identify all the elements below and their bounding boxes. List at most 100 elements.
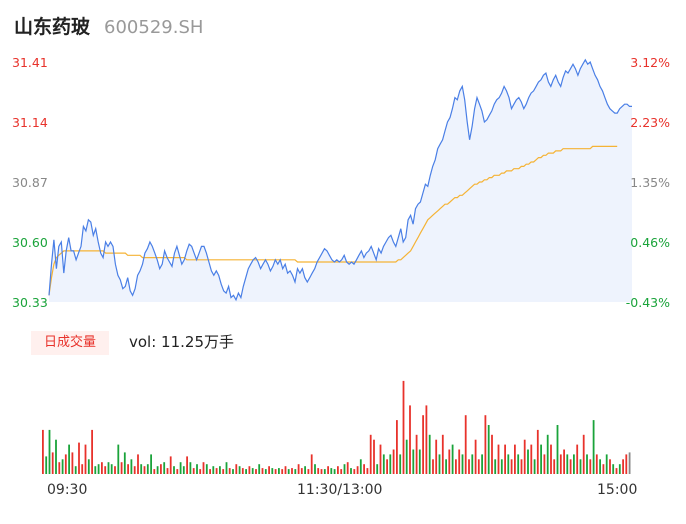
volume-bar (202, 462, 205, 474)
volume-bar (110, 464, 113, 474)
volume-bar (346, 462, 349, 474)
volume-bar (491, 434, 493, 474)
volume-bar (468, 459, 470, 474)
volume-bar (628, 452, 631, 474)
volume-bar (78, 442, 80, 474)
volume-bar (222, 469, 225, 474)
volume-bar (507, 454, 510, 474)
volume-bar (386, 459, 388, 474)
volume-bar (484, 415, 487, 474)
volume-bar (563, 449, 565, 474)
volume-bar (402, 380, 405, 474)
volume-bar (101, 462, 103, 474)
volume-bar (609, 459, 611, 474)
volume-bar (553, 459, 556, 474)
volume-bar (474, 439, 477, 474)
volume-bar (418, 449, 421, 474)
volume-bar (317, 468, 320, 474)
volume-bar (300, 468, 303, 474)
volume-bar (350, 468, 352, 474)
volume-bar (327, 466, 329, 474)
time-label-close: 15:00 (597, 482, 638, 498)
volume-bar (48, 429, 51, 474)
volume-bar (422, 415, 424, 474)
volume-bar (530, 444, 533, 474)
volume-bar (61, 459, 64, 474)
volume-bar (412, 449, 415, 474)
volume-bar (281, 469, 284, 474)
stock-title-row: 山东药玻 600529.SH (14, 12, 203, 40)
volume-bar (612, 464, 615, 474)
volume-bar (199, 469, 202, 474)
volume-bar (618, 464, 621, 474)
volume-bar (320, 469, 323, 474)
price-axis-label: 30.33 (12, 295, 48, 310)
volume-bar (55, 439, 57, 474)
volume-bar (251, 468, 254, 474)
volume-bar (166, 468, 169, 474)
volume-bar (146, 464, 149, 474)
volume-bar (51, 452, 54, 474)
volume-bar (64, 454, 67, 474)
volume-bar (438, 454, 441, 474)
volume-bar (481, 454, 483, 474)
volume-bar (107, 462, 110, 474)
volume-bar (615, 468, 618, 474)
volume-bar (409, 405, 411, 474)
volume-bar (255, 469, 257, 474)
volume-bar (287, 469, 290, 474)
volume-bar (586, 454, 588, 474)
volume-bar (343, 464, 346, 474)
volume-bar (399, 454, 402, 474)
volume-bar (117, 444, 120, 474)
volume-bar (153, 469, 156, 474)
daily-volume-badge: 日成交量 (31, 331, 109, 355)
volume-bar (143, 466, 146, 474)
volume-bar (307, 469, 310, 474)
percent-axis-label: 0.46% (630, 235, 670, 250)
volume-bar (569, 459, 572, 474)
volume-bar (84, 444, 87, 474)
volume-bar (130, 459, 133, 474)
volume-bar (81, 464, 84, 474)
volume-bar (487, 425, 490, 474)
volume-bar (441, 434, 444, 474)
volume-bar (297, 464, 300, 474)
price-line (48, 58, 632, 302)
volume-bar (274, 469, 277, 474)
volume-bar (330, 468, 333, 474)
volume-bar (163, 462, 166, 474)
volume-bar (559, 454, 562, 474)
volume-bar (314, 464, 316, 474)
volume-bar (435, 439, 438, 474)
volume-bar (369, 434, 372, 474)
volume-bar (209, 469, 211, 474)
volume-bar (602, 464, 605, 474)
volume-bar (291, 468, 293, 474)
volume-bar (517, 454, 520, 474)
volume-bar (573, 454, 575, 474)
volume-bar (546, 434, 549, 474)
stock-code: 600529.SH (104, 17, 204, 38)
price-axis-label: 31.41 (12, 55, 48, 70)
volume-bar (461, 454, 464, 474)
volume-bar (428, 434, 431, 474)
volume-bar (238, 466, 241, 474)
volume-bar (379, 444, 382, 474)
volume-bar (71, 452, 74, 474)
volume-bar (366, 468, 369, 474)
volume-value: vol: 11.25万手 (129, 333, 234, 351)
volume-bar (156, 466, 159, 474)
volume-bar (405, 439, 408, 474)
volume-bar (323, 469, 326, 474)
volume-bar (104, 466, 107, 474)
volume-bar (477, 459, 480, 474)
volume-bar (340, 469, 343, 474)
volume-bar (196, 464, 198, 474)
volume-bar (520, 459, 523, 474)
volume-bar (114, 466, 116, 474)
volume-bar (540, 444, 542, 474)
volume-bar (140, 464, 143, 474)
volume-bar (91, 429, 93, 474)
